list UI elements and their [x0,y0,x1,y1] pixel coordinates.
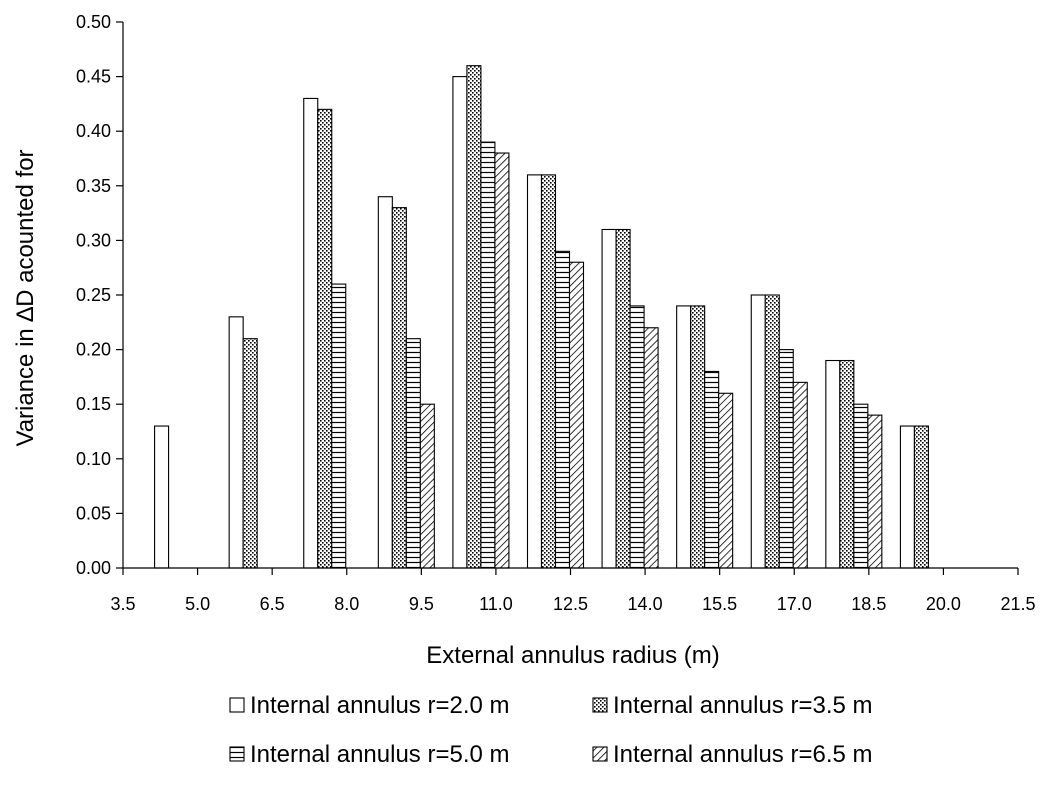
y-tick-label: 0.35 [76,176,111,196]
bar [839,359,855,569]
y-tick-label: 0.15 [76,394,111,414]
bar [690,305,706,569]
bars [154,65,929,569]
bar [303,97,319,569]
y-tick-label: 0.50 [76,12,111,32]
bar [419,403,435,569]
bar [554,250,571,569]
bar [452,76,468,569]
bar [778,349,794,569]
x-tick-label: 11.0 [479,594,513,614]
bar [568,261,585,569]
legend-label: Internal annulus r=5.0 m [250,741,510,768]
bar [154,425,170,569]
bar [629,305,645,569]
y-axis-ticks: 0.00 0.05 0.10 0.15 0.20 0.25 0.30 0.35 0.40 0.45… [76,12,123,578]
legend-swatch [592,697,608,713]
x-tick-label: 21.5 [1000,594,1035,614]
bar [526,174,543,569]
bar [676,305,692,569]
legend-swatch [229,697,245,713]
bar [867,414,883,569]
bar [331,283,347,569]
bar [853,403,869,569]
x-axis-label: External annulus radius (m) [426,642,719,669]
x-tick-label: 5.0 [185,594,210,614]
legend-swatch [592,746,608,762]
y-tick-label: 0.05 [76,503,111,523]
y-tick-label: 0.30 [76,230,111,250]
legend-swatch [229,746,245,762]
plot-area: 0.00 0.05 0.10 0.15 0.20 0.25 0.30 0.35 0.40 0.45… [76,12,1036,614]
bar [913,425,929,569]
bar [480,141,496,569]
y-tick-label: 0.25 [76,285,111,305]
legend-label: Internal annulus r=2.0 m [250,692,510,719]
x-tick-label: 15.5 [702,594,737,614]
x-tick-label: 20.0 [926,594,961,614]
bar [899,425,915,569]
bar [601,228,617,569]
bar [540,174,557,569]
bar [242,338,258,569]
bar [704,370,720,569]
bar [792,381,808,569]
bar [317,108,333,569]
x-tick-label: 3.5 [110,594,135,614]
bar [825,359,841,569]
x-tick-label: 14.0 [628,594,663,614]
x-tick-label: 17.0 [777,594,812,614]
x-axis-ticks: 3.5 5.0 6.5 8.0 9.5 11.0 12.5 14.0 15.5 17.0 18.5 2… [110,568,1036,614]
bar [750,294,766,569]
bar [643,327,659,569]
y-tick-label: 0.20 [76,340,111,360]
x-tick-label: 9.5 [409,594,434,614]
x-tick-label: 18.5 [851,594,886,614]
x-tick-label: 12.5 [553,594,588,614]
legend-label: Internal annulus r=6.5 m [613,741,873,768]
bar [466,65,482,569]
y-tick-label: 0.40 [76,121,111,141]
y-tick-label: 0.00 [76,558,111,578]
y-tick-label: 0.10 [76,449,111,469]
legend: Internal annulus r=2.0 m Internal annulus… [229,692,873,768]
legend-label: Internal annulus r=3.5 m [613,692,873,719]
bar [377,196,393,569]
y-tick-label: 0.45 [76,67,111,87]
x-tick-label: 6.5 [260,594,285,614]
bar [391,207,407,569]
bar [405,338,421,569]
bar [615,228,631,569]
bar [228,316,244,569]
bar [718,392,734,569]
x-tick-label: 8.0 [334,594,359,614]
y-axis-label: Variance in ∆D acounted for [12,149,39,446]
bar [764,294,780,569]
bar [494,152,510,569]
